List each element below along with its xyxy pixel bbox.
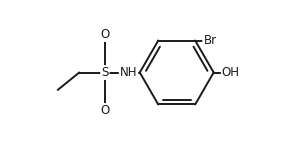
Text: O: O	[100, 104, 110, 117]
Text: Br: Br	[203, 34, 216, 47]
Text: NH: NH	[120, 66, 137, 79]
Text: S: S	[101, 66, 109, 79]
Text: O: O	[100, 28, 110, 41]
Text: OH: OH	[222, 66, 240, 79]
